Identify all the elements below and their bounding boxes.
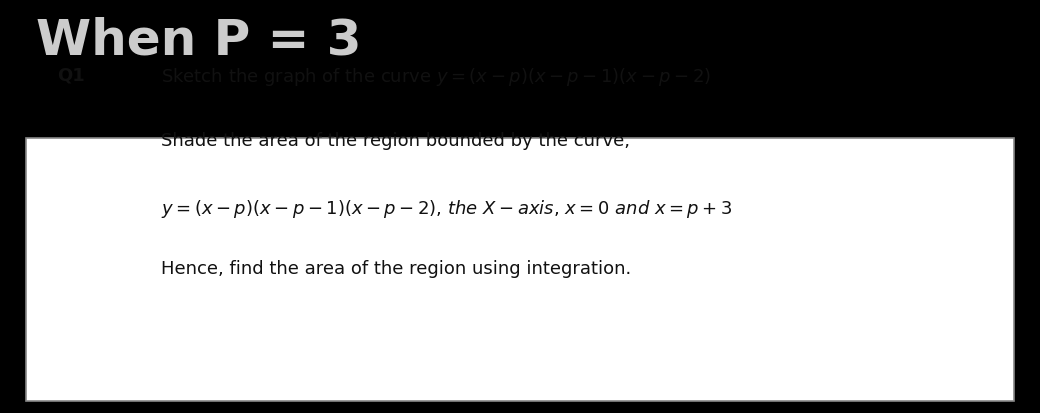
FancyBboxPatch shape [26, 138, 1014, 401]
Text: When P = 3: When P = 3 [36, 17, 362, 64]
Text: Sketch the graph of the curve $y = (x - p)(x - p - 1)(x - p - 2)$: Sketch the graph of the curve $y = (x - … [161, 66, 711, 88]
Text: Q1: Q1 [57, 66, 85, 84]
Text: $y = (x - p)(x - p - 1)(x - p - 2)$, $\mathit{the\ X - axis}$, $x = 0$ $\mathit{: $y = (x - p)(x - p - 1)(x - p - 2)$, $\m… [161, 198, 733, 220]
Text: Hence, find the area of the region using integration.: Hence, find the area of the region using… [161, 260, 631, 278]
Text: Shade the area of the region bounded by the curve,: Shade the area of the region bounded by … [161, 132, 630, 150]
